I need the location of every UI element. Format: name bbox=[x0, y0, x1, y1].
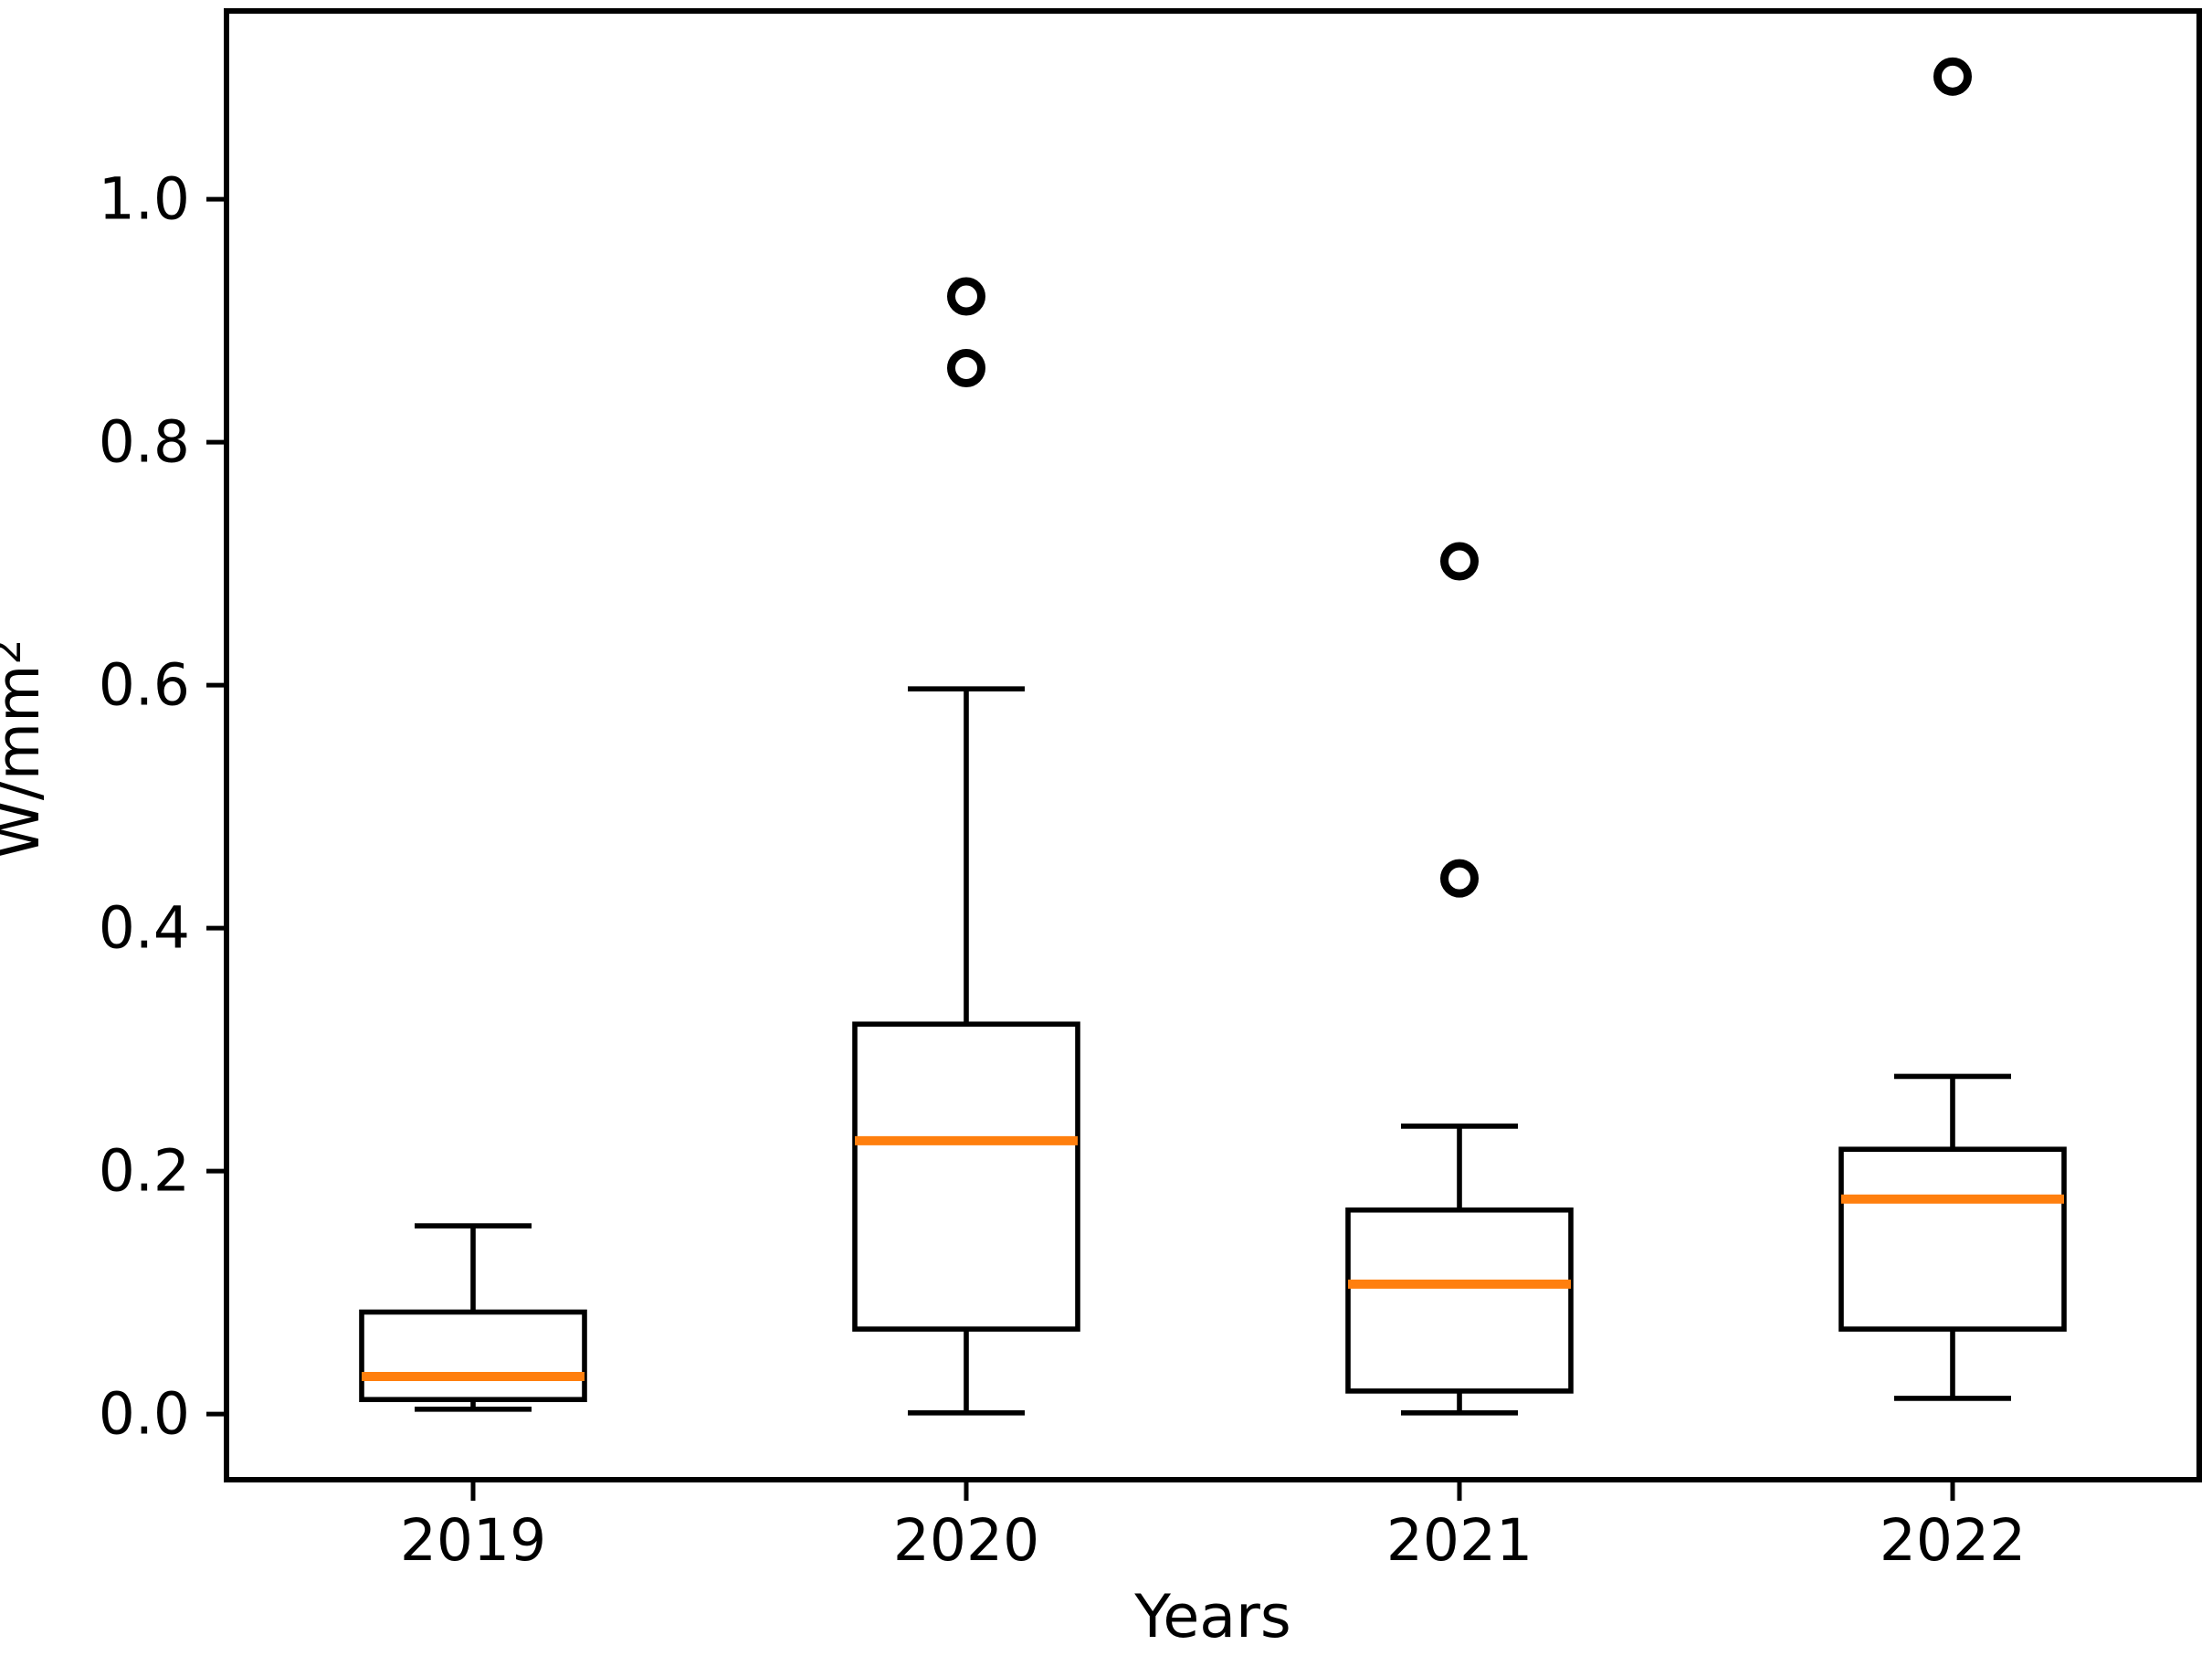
y-tick-label: 0.6 bbox=[99, 652, 190, 719]
iqr-box bbox=[852, 1021, 1080, 1332]
box-group-2019 bbox=[359, 1223, 587, 1412]
outlier-point bbox=[947, 277, 985, 316]
iqr-box bbox=[1838, 1146, 2067, 1332]
box-group-2021 bbox=[1345, 542, 1574, 1416]
outlier-point bbox=[1440, 542, 1479, 581]
iqr-box bbox=[359, 1309, 587, 1403]
outlier-point bbox=[1440, 859, 1479, 898]
y-axis-label-superscript: 2 bbox=[0, 639, 30, 665]
box-group-2022 bbox=[1838, 57, 2067, 1401]
x-tick-label: 2021 bbox=[1386, 1507, 1533, 1574]
iqr-box bbox=[1345, 1207, 1574, 1394]
y-tick-label: 0.4 bbox=[99, 895, 190, 962]
x-axis: 2019 2020 2021 2022 bbox=[400, 1480, 2026, 1574]
plot-border bbox=[224, 8, 2202, 1482]
x-tick-label: 2022 bbox=[1880, 1507, 2026, 1574]
y-axis-label: W/mm2 bbox=[0, 639, 53, 860]
x-axis-label: Years bbox=[1133, 1583, 1290, 1651]
x-tick-label: 2020 bbox=[893, 1507, 1039, 1574]
outlier-point bbox=[947, 349, 985, 388]
y-tick-label: 0.2 bbox=[99, 1138, 190, 1205]
box-group-2020 bbox=[852, 277, 1080, 1416]
y-tick-label: 0.8 bbox=[99, 409, 190, 476]
y-tick-label: 0.0 bbox=[99, 1381, 190, 1448]
x-tick-label: 2019 bbox=[400, 1507, 546, 1574]
y-axis: 0.0 0.2 0.4 0.6 0.8 1.0 bbox=[99, 166, 226, 1448]
y-axis-label-base: W/mm bbox=[0, 665, 53, 860]
plot-area bbox=[359, 57, 2067, 1416]
outlier-point bbox=[1933, 57, 1972, 96]
y-tick-label: 1.0 bbox=[99, 166, 190, 233]
